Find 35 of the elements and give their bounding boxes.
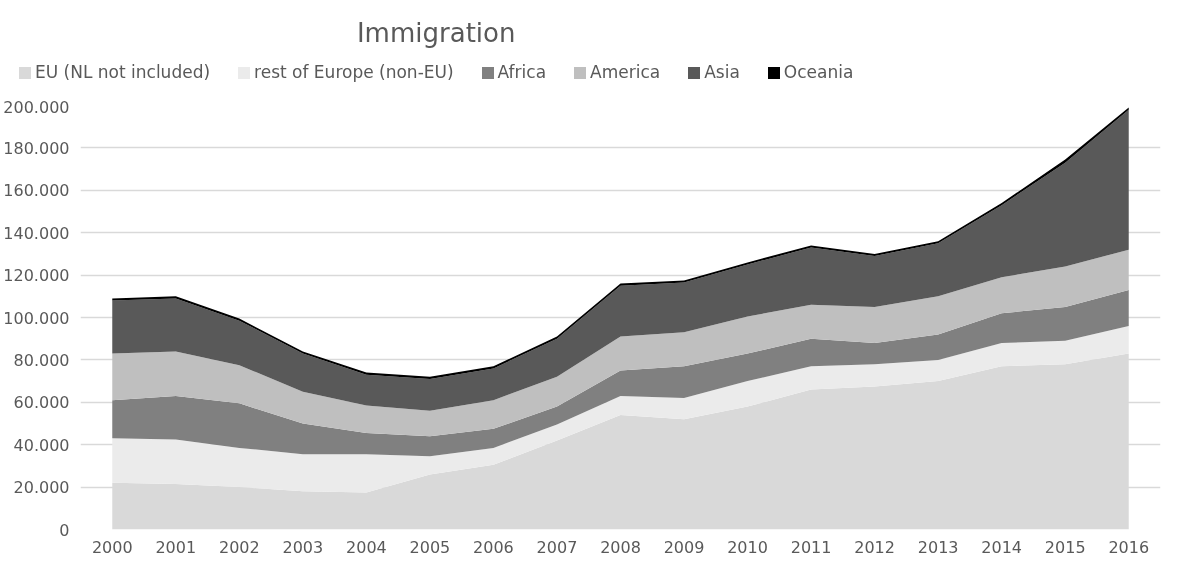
legend-item: America: [574, 60, 661, 85]
y-tick-label: 180.000: [3, 138, 70, 158]
x-tick-label: 2015: [1044, 537, 1086, 557]
x-tick-label: 2010: [727, 537, 768, 557]
legend-item: rest of Europe (non-EU): [238, 60, 454, 85]
y-tick-label: 0: [59, 520, 70, 540]
x-tick-label: 2004: [346, 537, 387, 557]
x-tick-label: 2007: [536, 537, 578, 557]
y-tick-label: 120.000: [3, 266, 70, 286]
y-tick-label: 160.000: [3, 181, 70, 201]
x-tick-label: 2003: [282, 537, 324, 557]
x-tick-label: 2006: [473, 537, 514, 557]
x-tick-label: 2002: [218, 537, 260, 557]
y-tick-label: 40.000: [13, 435, 70, 455]
x-tick-label: 2001: [155, 537, 197, 557]
y-tick-label: 140.000: [3, 223, 70, 243]
x-tick-label: 2016: [1108, 537, 1150, 557]
x-tick-label: 2013: [917, 537, 959, 557]
legend-item: Africa: [481, 60, 547, 85]
x-tick-label: 2012: [854, 537, 895, 557]
legend-item: Oceania: [767, 60, 854, 85]
y-tick-label: 20.000: [13, 478, 70, 498]
y-tick-label: 80.000: [13, 350, 70, 370]
x-tick-label: 2000: [91, 537, 133, 557]
x-tick-label: 2014: [981, 537, 1023, 557]
x-tick-label: 2005: [409, 537, 451, 557]
legend-item: Asia: [688, 60, 740, 85]
x-tick-label: 2008: [600, 537, 641, 557]
x-tick-label: 2011: [790, 537, 832, 557]
chart-title: Immigration: [355, 17, 517, 50]
y-tick-label: 60.000: [13, 393, 70, 413]
y-tick-label: 200.000: [3, 97, 70, 117]
y-tick-label: 100.000: [3, 308, 70, 328]
legend-item: EU (NL not included): [19, 60, 211, 85]
x-tick-label: 2009: [663, 537, 705, 557]
